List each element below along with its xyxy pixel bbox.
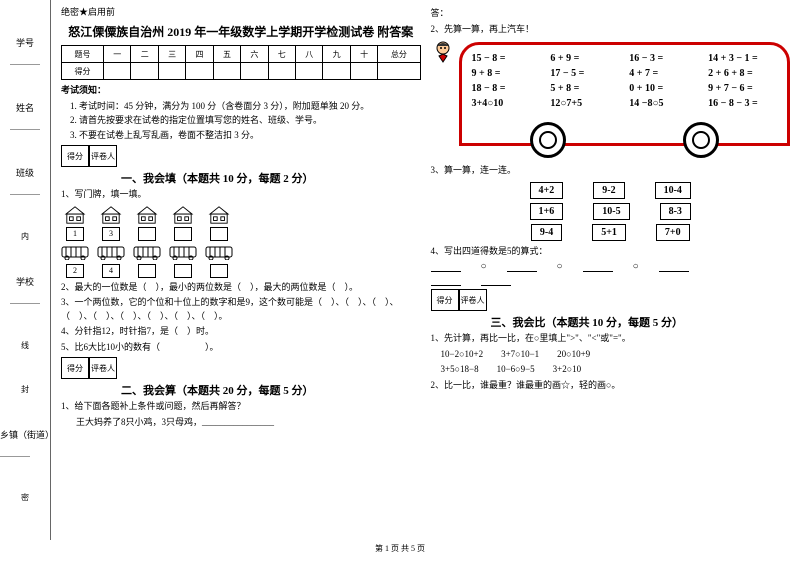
margin-label: 学校 [10, 275, 40, 307]
question-2-4: 4、写出四道得数是5的算式： [431, 245, 791, 259]
question-3-1: 1、先计算，再比一比，在○里填上">"、"<"或"="。 [431, 332, 791, 346]
margin-label: 姓名 [10, 101, 40, 133]
blank-row: ○○○ [431, 261, 791, 272]
calc-diagram: 4+29-210-4 1+610-58-3 9-45+17+0 [431, 182, 791, 241]
section-1-title: 一、我会填（本题共 10 分，每题 2 分） [121, 170, 421, 186]
notice-title: 考试须知： [61, 84, 421, 98]
notice-list: 考试时间：45 分钟，满分为 100 分（含卷面分 3 分），附加题单独 20 … [61, 100, 421, 143]
margin-label: 密 [21, 492, 29, 503]
score-table: 题号一二三四五六七八九十总分 得分 [61, 45, 421, 80]
question-2-1: 1、给下面各题补上条件或问题，然后再解答？ [61, 400, 421, 414]
answer-label: 答： [431, 7, 791, 21]
question-1-2: 2、最大的一位数是（ ），最小的两位数是（ ），最大的两位数是（ ）。 [61, 281, 421, 295]
question-1-1: 1、写门牌，填一填。 [61, 188, 421, 202]
margin-label: 乡镇（街道） [0, 428, 50, 460]
car-diagram: 15 − 8 =6 + 9 =16 − 3 =14 + 3 − 1 = 9 + … [459, 42, 791, 146]
confidential-label: 绝密★启用前 [61, 5, 421, 18]
page-footer: 第 1 页 共 5 页 [0, 540, 800, 557]
exam-title: 怒江傈僳族自治州 2019 年一年级数学上学期开学检测试卷 附答案 [61, 23, 421, 40]
house-row-1: 1 3 [61, 205, 421, 241]
question-3-1-line2: 3+5○18−8 10−6○9−5 3+2○10 [431, 363, 791, 377]
cartoon-icon [431, 38, 456, 63]
score-badge: 得分评卷人 [431, 289, 791, 311]
question-3-1-line1: 10−2○10+2 3+7○10−1 20○10+9 [431, 348, 791, 362]
margin-label: 内 [21, 231, 29, 242]
question-1-3: 3、一个两位数，它的个位和十位上的数字和是9，这个数可能是（ ）、（ ）、（ ）… [61, 296, 421, 323]
margin-label: 班级 [10, 166, 40, 198]
question-3-2: 2、比一比，谁最重？谁最重的画☆，轻的画○。 [431, 379, 791, 393]
question-2-1-text: 王大妈养了8只小鸡，3只母鸡，________________ [61, 416, 421, 430]
question-2-3: 3、算一算，连一连。 [431, 164, 791, 178]
section-2-title: 二、我会算（本题共 20 分，每题 5 分） [121, 382, 421, 398]
question-1-4: 4、分针指12，时针指7，是（ ）时。 [61, 325, 421, 339]
bus-row: 2 4 [61, 244, 421, 278]
blank-row [431, 275, 791, 286]
margin-label: 封 [21, 384, 29, 395]
score-badge: 得分评卷人 [61, 145, 421, 167]
question-1-5: 5、比6大比10小的数有（ ）。 [61, 341, 421, 355]
score-badge: 得分评卷人 [61, 357, 421, 379]
margin-label: 学号 [10, 36, 40, 68]
section-3-title: 三、我会比（本题共 10 分，每题 5 分） [491, 314, 791, 330]
question-2-2: 2、先算一算，再上汽车！ [431, 23, 791, 37]
margin-label: 线 [21, 340, 29, 351]
